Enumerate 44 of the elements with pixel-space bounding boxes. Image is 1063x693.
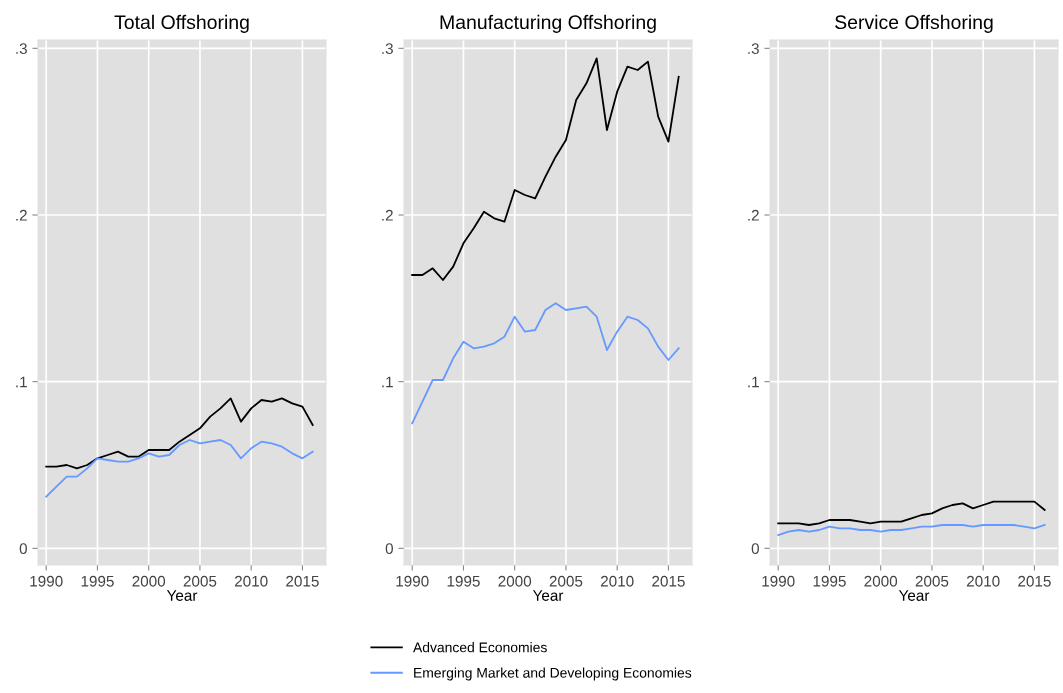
chart-title: Total Offshoring [114, 14, 249, 33]
x-axis-title: Year [166, 590, 198, 601]
x-tick-label: 2005 [549, 575, 583, 587]
y-tick-label: 0 [751, 543, 759, 555]
x-tick-label: 2005 [915, 575, 949, 587]
y-tick-label: .3 [748, 43, 759, 55]
x-tick-label: 1990 [762, 575, 795, 587]
line-series [411, 302, 680, 425]
x-tick-label: 1990 [30, 575, 63, 587]
y-tick-label: .2 [748, 209, 759, 221]
y-tick-label: .3 [382, 43, 393, 55]
x-tick-label: 2000 [132, 575, 166, 587]
x-tick-label: 1990 [396, 575, 429, 587]
line-series [45, 439, 314, 498]
line-series [777, 500, 1046, 526]
x-tick-label: 2010 [600, 575, 634, 587]
x-axis-title: Year [532, 590, 564, 601]
y-tick-label: .3 [16, 43, 27, 55]
x-tick-label: 2005 [183, 575, 217, 587]
chart-title: Service Offshoring [835, 14, 993, 33]
y-tick-label: 0 [385, 543, 393, 555]
x-tick-label: 2010 [234, 575, 268, 587]
legend-label: Emerging Market and Developing Economies [414, 667, 692, 681]
chart-title: Manufacturing Offshoring [440, 14, 656, 33]
y-tick-label: .1 [748, 376, 759, 388]
legend-label: Advanced Economies [413, 642, 547, 653]
y-tick-label: .1 [16, 376, 27, 388]
y-tick-label: .2 [16, 209, 27, 221]
y-tick-label: 0 [19, 543, 27, 555]
x-tick-label: 2010 [966, 575, 1000, 587]
x-tick-label: 2015 [286, 575, 319, 587]
y-tick-label: .2 [382, 209, 393, 221]
x-tick-label: 1995 [813, 575, 846, 587]
x-tick-label: 2000 [864, 575, 898, 587]
line-series [411, 57, 680, 281]
x-tick-label: 2000 [498, 575, 532, 587]
x-axis-title: Year [898, 590, 930, 601]
x-tick-label: 2015 [1018, 575, 1051, 587]
line-series [777, 524, 1046, 536]
x-tick-label: 1995 [81, 575, 114, 587]
line-series [45, 397, 314, 470]
y-tick-label: .1 [382, 376, 393, 388]
x-tick-label: 2015 [652, 575, 685, 587]
x-tick-label: 1995 [447, 575, 480, 587]
